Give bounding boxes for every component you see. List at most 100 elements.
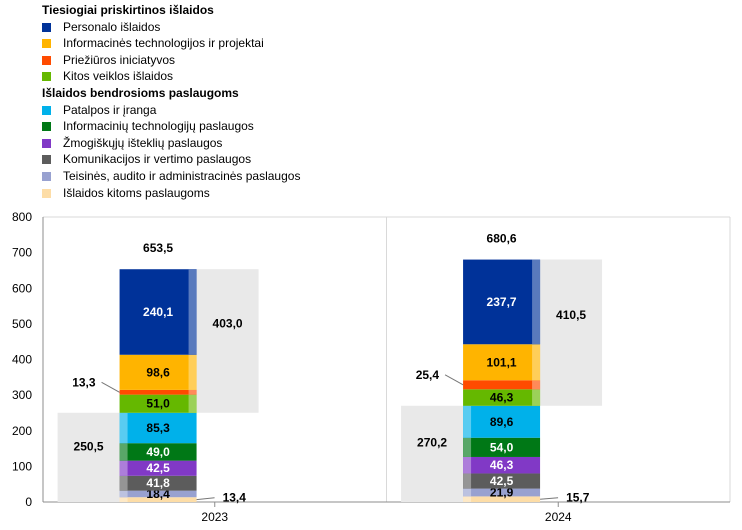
bar-segment xyxy=(463,456,541,474)
direct-costs-group-box xyxy=(540,259,603,406)
bar-segment xyxy=(119,443,197,461)
bar-segment-edge xyxy=(532,259,541,345)
data-label: 98,6 xyxy=(146,365,170,379)
data-label: 54,0 xyxy=(490,440,514,454)
legend-swatch xyxy=(42,39,51,49)
bar-segment xyxy=(463,389,541,406)
bar-segment-edge xyxy=(119,497,128,502)
data-label: 46,3 xyxy=(490,458,514,472)
x-tick-label: 2024 xyxy=(545,510,572,524)
data-label: 13,3 xyxy=(72,375,96,389)
legend-label: Priežiūros iniciatyvos xyxy=(63,52,176,67)
bar-segment xyxy=(463,405,541,438)
bar-segment xyxy=(463,344,541,381)
bar-segment xyxy=(119,475,197,491)
legend-label: Patalpos ir įranga xyxy=(63,102,157,117)
data-label: 240,1 xyxy=(143,305,173,319)
legend-swatch xyxy=(42,105,51,115)
y-tick-label: 800 xyxy=(12,210,32,224)
data-label: 21,9 xyxy=(490,486,514,500)
bar-segment-edge xyxy=(188,394,197,413)
data-label: 101,1 xyxy=(487,355,517,369)
bar-segment-edge xyxy=(463,405,472,438)
bar-segment-edge xyxy=(188,389,197,395)
shared-costs-group-box xyxy=(57,412,120,502)
bar-segment xyxy=(119,497,197,502)
legend-item: Patalpos ir įranga xyxy=(42,102,300,119)
legend-item: Priežiūros iniciatyvos xyxy=(42,52,300,69)
y-tick-label: 700 xyxy=(12,246,32,260)
shared-costs-total-label: 250,5 xyxy=(74,440,104,454)
bar-segment xyxy=(463,496,541,502)
data-label: 15,7 xyxy=(566,491,590,505)
legend-swatch xyxy=(42,72,51,82)
bar-segment xyxy=(463,259,541,345)
data-label: 46,3 xyxy=(490,391,514,405)
shared-costs-group-box xyxy=(401,405,464,502)
bar-segment xyxy=(119,269,197,355)
bar-segment xyxy=(463,473,541,489)
leader-line xyxy=(101,381,120,393)
data-label: 85,3 xyxy=(146,421,170,435)
leader-line xyxy=(196,497,215,501)
legend-label: Informacinių technologijų paslaugos xyxy=(63,119,254,134)
legend-item: Informacinės technologijos ir projektai xyxy=(42,35,300,52)
direct-costs-total-label: 403,0 xyxy=(213,317,243,331)
bar-segment-edge xyxy=(463,456,472,474)
direct-costs-total-label: 410,5 xyxy=(556,308,586,322)
bar-segment-edge xyxy=(119,443,128,461)
bar-segment-edge xyxy=(119,460,128,476)
bar-segment xyxy=(119,412,197,444)
y-tick-label: 400 xyxy=(12,353,32,367)
data-label: 42,5 xyxy=(490,474,514,488)
total-label: 680,6 xyxy=(487,232,517,246)
legend-item: Žmogiškųjų išteklių paslaugos xyxy=(42,135,300,152)
bar-segment xyxy=(463,380,541,390)
legend-label: Teisinės, audito ir administracinės pasl… xyxy=(63,168,301,183)
legend-item: Kitos veiklos išlaidos xyxy=(42,68,300,85)
legend-label: Informacinės technologijos ir projektai xyxy=(63,36,264,51)
legend-item: Personalo išlaidos xyxy=(42,19,300,36)
shared-costs-total-label: 270,2 xyxy=(417,435,447,449)
bar-segment xyxy=(119,389,197,395)
bar-segment-edge xyxy=(188,354,197,390)
bar-segment xyxy=(463,488,541,497)
legend-group-title: Išlaidos bendrosioms paslaugoms xyxy=(42,85,239,100)
bar-segment-edge xyxy=(119,490,128,498)
legend-label: Išlaidos kitoms paslaugoms xyxy=(63,185,210,200)
legend-swatch xyxy=(42,122,51,132)
bar-segment-edge xyxy=(532,389,541,406)
x-tick-label: 2023 xyxy=(201,510,228,524)
legend-label: Žmogiškųjų išteklių paslaugos xyxy=(63,135,223,150)
leader-line xyxy=(444,374,464,386)
direct-costs-group-box xyxy=(196,269,259,413)
bar-segment-edge xyxy=(463,473,472,489)
y-tick-label: 0 xyxy=(25,495,32,509)
legend-swatch xyxy=(42,188,51,198)
y-tick-label: 600 xyxy=(12,281,32,295)
legend-label: Personalo išlaidos xyxy=(63,19,161,34)
leader-line xyxy=(540,497,559,500)
legend-item: Teisinės, audito ir administracinės pasl… xyxy=(42,168,300,185)
data-label: 51,0 xyxy=(146,397,170,411)
bar-segment-edge xyxy=(532,380,541,390)
data-label: 13,4 xyxy=(223,491,247,505)
bar-segment-edge xyxy=(119,412,128,444)
legend-item: Išlaidos kitoms paslaugoms xyxy=(42,185,300,202)
bar-segment xyxy=(119,394,197,413)
y-tick-label: 300 xyxy=(12,388,32,402)
y-tick-label: 200 xyxy=(12,424,32,438)
bar-segment-edge xyxy=(463,488,472,497)
data-label: 49,0 xyxy=(146,445,170,459)
legend-swatch xyxy=(42,55,51,65)
legend-group-title: Tiesiogiai priskirtinos išlaidos xyxy=(42,3,214,17)
data-label: 25,4 xyxy=(416,368,440,382)
data-label: 41,8 xyxy=(146,476,170,490)
bar-segment xyxy=(463,437,541,457)
bar-segment xyxy=(119,460,197,476)
legend-label: Kitos veiklos išlaidos xyxy=(63,69,174,84)
bar-segment-edge xyxy=(463,437,472,457)
legend-item: Informacinių technologijų paslaugos xyxy=(42,118,300,135)
legend-label: Komunikacijos ir vertimo paslaugos xyxy=(63,152,252,167)
